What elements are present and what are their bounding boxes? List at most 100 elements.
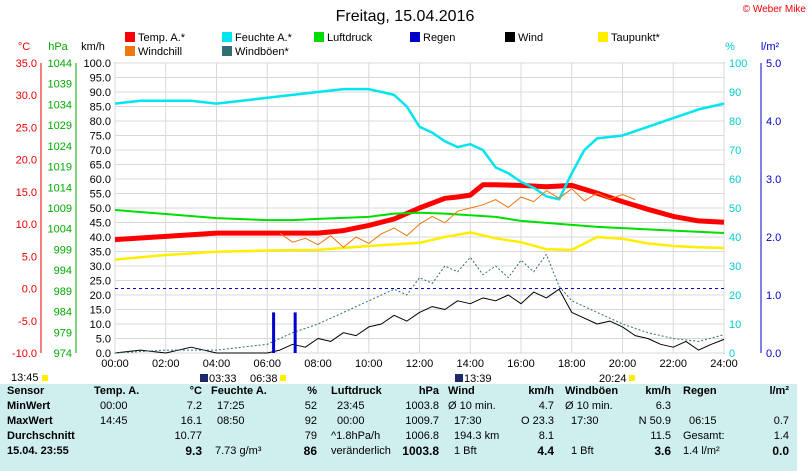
wind-avg: 8.1 xyxy=(538,430,554,442)
gusts-max: N 50.9 xyxy=(638,415,671,427)
pressure-tick-label: 1034 xyxy=(48,99,72,111)
legend-swatch xyxy=(410,32,420,42)
noon-icon xyxy=(455,374,463,382)
rain-header: Regen xyxy=(683,385,717,397)
statistics-table: Sensor MinWert MaxWert Durchschnitt 15.0… xyxy=(0,384,797,471)
gusts-current: 3.6 xyxy=(654,444,671,458)
pressure-tendency: veränderlich xyxy=(331,445,391,457)
humidity-max-time: 08:50 xyxy=(217,415,245,427)
wind-min-label: Ø 10 min. xyxy=(448,400,496,412)
humidity-tick-label: 40 xyxy=(729,232,741,244)
brand-label: © Weber Mike xyxy=(743,4,807,15)
row-label-max: MaxWert xyxy=(7,415,53,427)
legend-label: Regen xyxy=(423,32,455,44)
temp-tick-label: 25.0 xyxy=(16,122,37,134)
humidity-unit: % xyxy=(307,385,317,397)
x-tick-label: 06:00 xyxy=(253,358,281,370)
x-tick-label: 18:00 xyxy=(558,358,586,370)
row-label-sensor: Sensor xyxy=(7,385,45,397)
humidity-tick-label: 20 xyxy=(729,290,741,302)
temp-unit: °C xyxy=(189,385,202,397)
weather-chart: 00:00 02:00 04:00 06:00 08:00 10:00 12:00 14:00… xyxy=(11,4,807,384)
temp-tick-label: -5.0 xyxy=(18,316,37,328)
humidity-header: Feuchte A. xyxy=(211,385,267,397)
temp-tick-label: 30.0 xyxy=(16,90,37,102)
rain-unit-label: l/m² xyxy=(761,41,780,53)
legend-label: Luftdruck xyxy=(327,32,373,44)
pressure-tick-label: 1014 xyxy=(48,182,72,194)
gusts-min-label: Ø 10 min. xyxy=(565,400,613,412)
wind-tick-label: 75.0 xyxy=(90,131,111,143)
rain-tick-label: 4.0 xyxy=(766,116,781,128)
rain-max: 0.7 xyxy=(773,415,789,427)
x-tick-label: 00:00 xyxy=(101,358,129,370)
legend-swatch xyxy=(505,32,515,42)
row-label-min: MinWert xyxy=(7,400,51,412)
temp-tick-label: 15.0 xyxy=(16,187,37,199)
gusts-column: Windböen km/h Ø 10 min. 6.3 17:30 N 50.9 11… xyxy=(565,384,673,471)
rain-total: 1.4 xyxy=(773,430,789,442)
rain-current: 0.0 xyxy=(772,444,789,458)
wind-tick-label: 30.0 xyxy=(90,261,111,273)
wind-tick-label: 0.0 xyxy=(96,348,111,360)
x-tick-label: 04:00 xyxy=(203,358,231,370)
wind-tick-label: 35.0 xyxy=(90,247,111,259)
series-line-wind xyxy=(114,288,725,354)
humidity-tick-label: 60 xyxy=(729,174,741,186)
row-labels-column: Sensor MinWert MaxWert Durchschnitt 15.0… xyxy=(7,384,87,471)
pressure-tick-label: 1029 xyxy=(48,120,72,132)
rain-unit: l/m² xyxy=(769,385,789,397)
chart-title: Freitag, 15.04.2016 xyxy=(336,8,475,25)
temp-tick-label: -10.0 xyxy=(12,348,37,360)
wind-tick-label: 50.0 xyxy=(90,203,111,215)
rain-max-time: 06:15 xyxy=(689,415,717,427)
wind-column: Wind km/h Ø 10 min. 4.7 17:30 O 23.3 194.3 … xyxy=(448,384,556,471)
temp-avg: 10.77 xyxy=(174,430,202,442)
x-tick-label: 08:00 xyxy=(304,358,332,370)
wind-tick-label: 20.0 xyxy=(90,290,111,302)
temp-tick-label: 5.0 xyxy=(22,251,37,263)
wind-tick-label: 90.0 xyxy=(90,87,111,99)
wind-unit-label: km/h xyxy=(81,41,105,53)
wind-min: 4.7 xyxy=(538,400,554,412)
row-label-current: 15.04. 23:55 xyxy=(7,445,69,457)
legend-swatch xyxy=(598,32,608,42)
wind-tick-label: 40.0 xyxy=(90,232,111,244)
humidity-tick-label: 0 xyxy=(729,348,735,360)
humidity-tick-label: 100 xyxy=(729,58,747,70)
humidity-tick-label: 30 xyxy=(729,261,741,273)
legend-label: Temp. A.* xyxy=(138,32,186,44)
sun-marker-icon xyxy=(42,375,48,381)
wind-tick-label: 60.0 xyxy=(90,174,111,186)
pressure-column: Luftdruck hPa 23:45 1003.8 00:00 1009.7 ^1.… xyxy=(331,384,441,471)
pressure-tick-label: 989 xyxy=(54,286,72,298)
legend-label: Wind xyxy=(518,32,543,44)
humidity-tick-label: 90 xyxy=(729,87,741,99)
pressure-tick-label: 994 xyxy=(54,265,72,277)
x-tick-label: 20:00 xyxy=(609,358,637,370)
temp-tick-label: 35.0 xyxy=(16,58,37,70)
rain-tick-label: 0.0 xyxy=(766,348,781,360)
humidity-unit-label: % xyxy=(725,41,735,53)
series-line-windchill xyxy=(279,188,636,248)
rain-tick-label: 5.0 xyxy=(766,58,781,70)
temp-max: 16.1 xyxy=(180,415,202,427)
x-tick-label: 12:00 xyxy=(406,358,434,370)
pressure-tick-label: 979 xyxy=(54,327,72,339)
gusts-unit: km/h xyxy=(645,385,671,397)
humidity-tick-label: 50 xyxy=(729,203,741,215)
row-label-avg: Durchschnitt xyxy=(7,430,75,442)
legend-swatch xyxy=(222,46,232,56)
rain-bar xyxy=(293,312,297,353)
wind-tick-label: 95.0 xyxy=(90,73,111,85)
pressure-tick-label: 984 xyxy=(54,307,72,319)
pressure-tick-label: 1004 xyxy=(48,224,72,236)
pressure-unit-label: hPa xyxy=(48,41,68,53)
gusts-header: Windböen xyxy=(565,385,619,397)
sunrise-icon xyxy=(200,374,208,382)
wind-max-time: 17:30 xyxy=(454,415,482,427)
pressure-max-time: 00:00 xyxy=(337,415,365,427)
pressure-tick-label: 974 xyxy=(54,348,72,360)
wind-unit: km/h xyxy=(528,385,554,397)
wind-header: Wind xyxy=(448,385,475,397)
